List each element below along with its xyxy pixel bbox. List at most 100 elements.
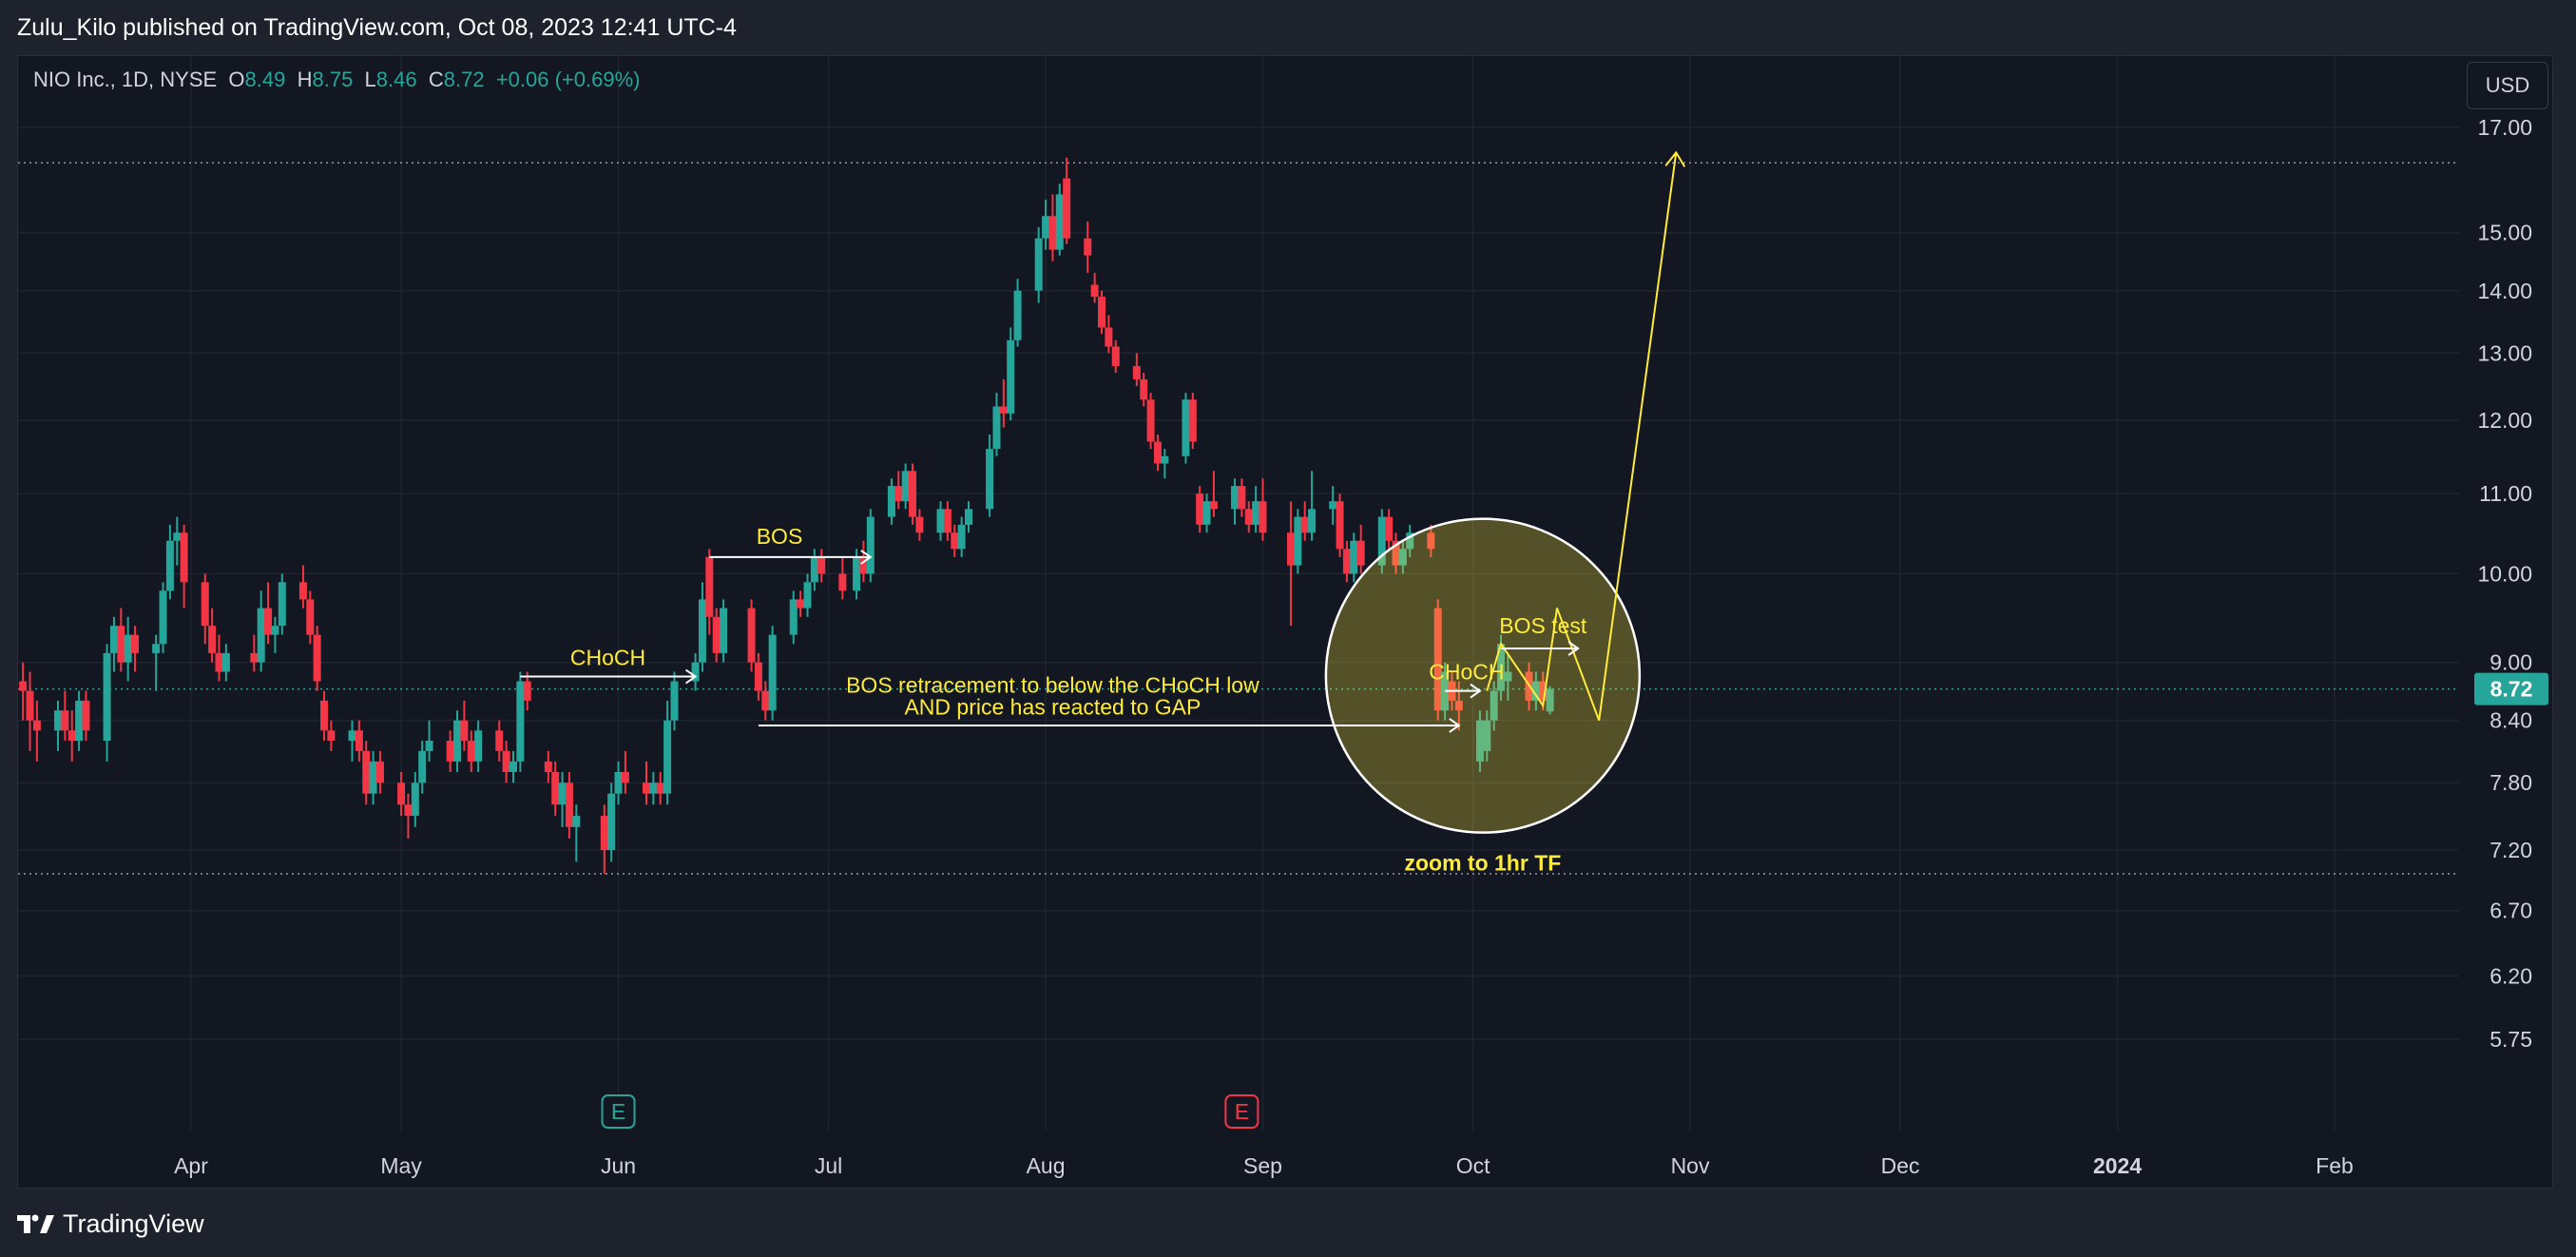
price-tick-label: 17.00 — [2477, 115, 2532, 140]
candle-body — [866, 516, 875, 574]
candle-body — [208, 626, 217, 653]
candle-body — [1132, 366, 1141, 379]
candle-body — [838, 573, 847, 591]
candle-body — [1111, 346, 1120, 367]
candle-body — [720, 608, 728, 653]
price-tick-label: 15.00 — [2477, 221, 2532, 245]
candle-body — [1259, 501, 1267, 533]
time-axis[interactable]: Apr May Jun Jul Aug Sep Oct Nov Dec 2024 Feb — [174, 1153, 2354, 1178]
candle-body — [551, 771, 560, 805]
candle-body — [1385, 516, 1394, 541]
candle-body — [1140, 378, 1148, 400]
candle-body — [411, 783, 419, 816]
candle-body — [201, 582, 209, 627]
candle-body — [1063, 178, 1071, 239]
grid-lines — [18, 56, 2459, 1131]
candle-body — [516, 681, 525, 762]
candle-body — [901, 471, 910, 502]
candle-body — [1090, 284, 1099, 298]
candle-body — [789, 599, 798, 635]
candle-body — [404, 804, 413, 816]
bos-line-head — [860, 550, 873, 565]
candle-body — [1286, 532, 1295, 566]
earnings-marker: E — [601, 1094, 636, 1129]
candle-body — [964, 509, 972, 525]
candle-body — [418, 750, 427, 783]
candle-body — [797, 599, 805, 609]
candle-body — [1406, 532, 1414, 550]
candle-body — [271, 626, 279, 635]
candle-body — [1244, 509, 1253, 525]
candle-body — [663, 720, 672, 794]
candle-body — [558, 783, 567, 805]
candle-body — [600, 815, 608, 851]
candle-body — [1231, 486, 1240, 510]
candle-body — [109, 626, 118, 653]
candle-body — [375, 761, 384, 783]
candle-body — [986, 449, 994, 510]
tradingview-brand[interactable]: TradingView — [17, 1200, 204, 1247]
candle-body — [712, 616, 721, 653]
price-tick-label: 6.70 — [2489, 899, 2532, 923]
candle-body — [1539, 681, 1548, 701]
publish-info: Zulu_Kilo published on TradingView.com, … — [17, 13, 737, 41]
retracement-label-line-2: AND price has reacted to GAP — [904, 695, 1201, 720]
time-tick-label: Aug — [1027, 1153, 1066, 1178]
candle-body — [656, 783, 664, 794]
earnings-marker-box — [1224, 1094, 1259, 1129]
candle-body — [572, 815, 581, 827]
choch-2-line-head — [1470, 683, 1482, 699]
candle-body — [26, 690, 34, 721]
candle-body — [67, 730, 76, 741]
candle-body — [1308, 509, 1317, 533]
last-price-value: 8.72 — [2490, 677, 2533, 702]
candle-body — [936, 509, 945, 533]
time-tick-label: Feb — [2316, 1153, 2354, 1178]
candle-body — [152, 644, 161, 653]
candle-body — [607, 793, 616, 851]
price-axis[interactable]: 17.0015.0014.0013.0012.0011.0010.009.008… — [2474, 115, 2548, 1052]
choch-label-1: CHoCH — [570, 646, 645, 670]
time-tick-label: Dec — [1881, 1153, 1920, 1178]
tradingview-logo-icon — [17, 1214, 54, 1233]
candle-body — [180, 532, 188, 583]
publish-header: Zulu_Kilo published on TradingView.com, … — [0, 0, 2576, 55]
chart-pane[interactable]: CHoCH BOS BOS retracement to below the CHo… — [17, 55, 2553, 1189]
candle-body — [1146, 399, 1155, 442]
open-label: O — [228, 68, 245, 91]
earnings-marker: E — [1224, 1094, 1259, 1129]
candle-body — [768, 634, 777, 711]
candle-body — [1098, 297, 1106, 328]
candle-body — [1007, 339, 1015, 414]
candle-body — [474, 730, 483, 762]
candle-body — [103, 652, 111, 741]
currency-button[interactable]: USD — [2467, 62, 2548, 109]
high-label: H — [297, 68, 313, 91]
bos-label-1: BOS — [757, 524, 803, 549]
candle-body — [992, 406, 1001, 450]
candle-body — [313, 634, 321, 682]
price-tick-label: 10.00 — [2477, 561, 2532, 586]
candle-body — [909, 471, 917, 517]
price-chart[interactable]: CHoCH BOS BOS retracement to below the CHo… — [18, 56, 2554, 1189]
candle-body — [1497, 644, 1506, 691]
candle-body — [887, 486, 895, 517]
candle-body — [165, 540, 174, 591]
open-value: 8.49 — [244, 68, 286, 91]
candle-body — [1188, 399, 1197, 442]
candle-body — [1034, 238, 1043, 291]
candle-body — [264, 608, 273, 635]
candle-body — [75, 700, 84, 741]
candle-body — [1504, 671, 1512, 682]
candle-body — [32, 720, 41, 731]
candle-body — [278, 582, 286, 627]
tradingview-wordmark: TradingView — [63, 1209, 204, 1238]
symbol-name: NIO Inc., 1D, NYSE — [33, 68, 218, 91]
candle-body — [460, 720, 469, 741]
candle-body — [298, 582, 307, 600]
candle-body — [257, 608, 265, 663]
candle-body — [999, 406, 1008, 414]
drawings: CHoCH BOS BOS retracement to below the CHo… — [520, 150, 1686, 876]
candle-body — [1531, 681, 1540, 701]
price-tick-label: 7.80 — [2489, 770, 2532, 795]
